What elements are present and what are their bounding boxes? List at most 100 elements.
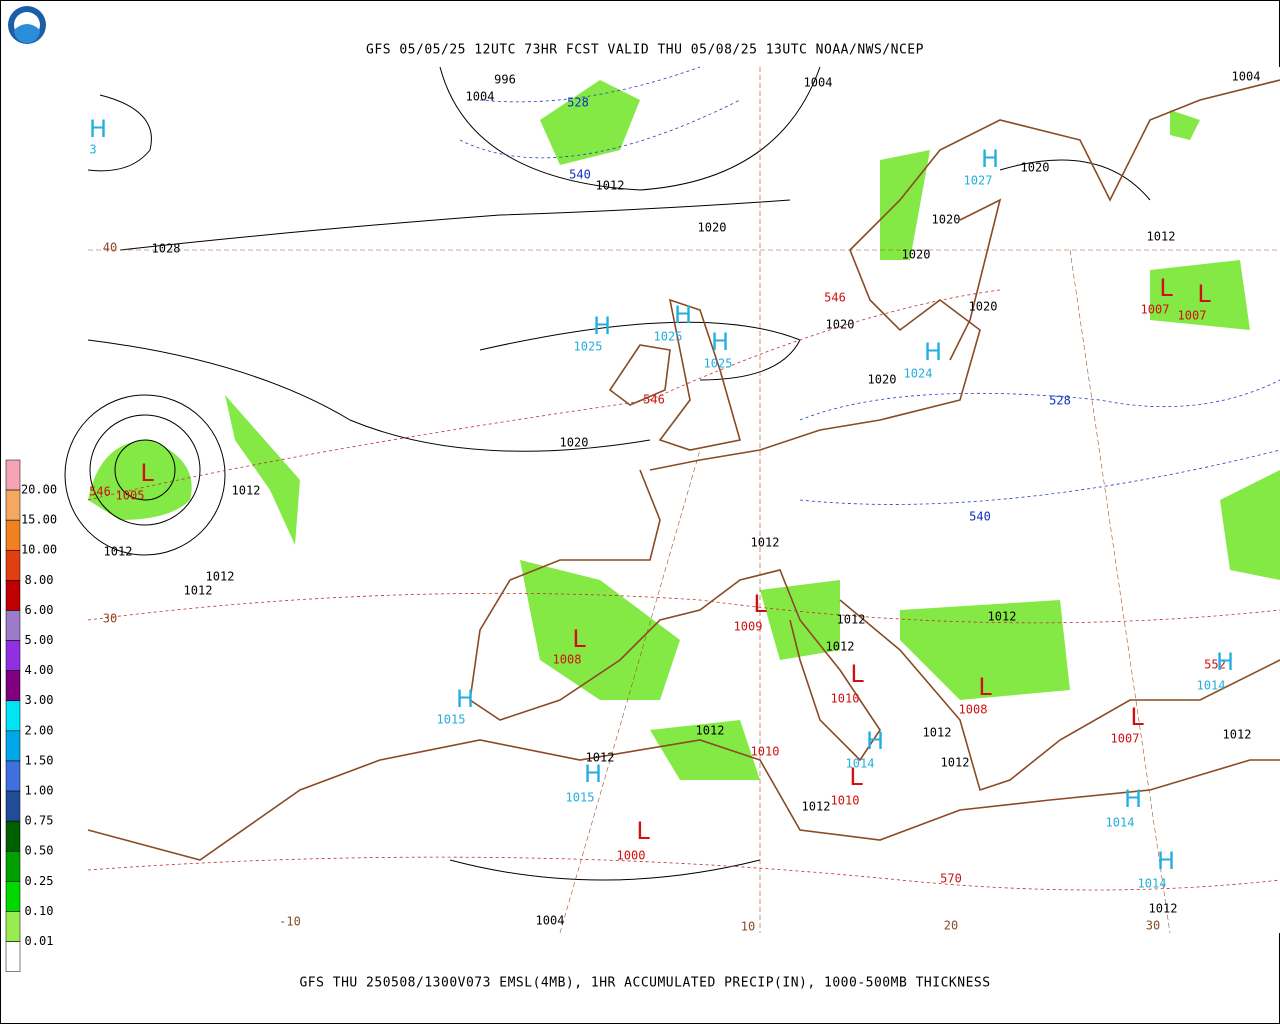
legend-swatch — [5, 550, 21, 581]
low-pressure: 1000 — [617, 849, 646, 863]
legend-swatch — [5, 820, 21, 852]
temperature-label: -10 — [279, 915, 301, 929]
legend-label: 5.00 — [25, 633, 54, 647]
isobar-label: 1004 — [1232, 70, 1261, 84]
isobar-label: 1004 — [804, 76, 833, 90]
low-pressure: 1007 — [1178, 309, 1207, 323]
legend-swatch — [5, 730, 21, 762]
legend-label: 3.00 — [25, 693, 54, 707]
low-pressure: 1009 — [734, 620, 763, 634]
low-pressure: 1007 — [1141, 303, 1170, 317]
low-pressure: 1005 — [116, 489, 145, 503]
legend-swatch — [5, 670, 21, 701]
low-pressure: 1010 — [831, 794, 860, 808]
isobar-label: 1012 — [988, 610, 1017, 624]
legend-swatch — [5, 911, 21, 942]
legend-swatch — [5, 881, 21, 912]
temperature-label: 10 — [741, 920, 755, 934]
legend-swatch — [5, 851, 21, 882]
low-pressure: 1008 — [959, 703, 988, 717]
high-pressure: 1024 — [904, 367, 933, 381]
isobar-label: 1020 — [1021, 161, 1050, 175]
thickness-labels-blue: 540 — [969, 510, 991, 524]
legend-swatch — [5, 580, 21, 611]
high-symbol: H — [1216, 648, 1234, 676]
grid-lines — [88, 67, 1280, 934]
legend-swatch — [5, 459, 21, 491]
high-symbol: H — [456, 685, 474, 713]
thickness-labels-red: 552 — [1204, 658, 1226, 672]
low-symbol: L — [636, 817, 650, 845]
isobars — [64, 66, 1151, 881]
high-pressure: 3 — [89, 143, 96, 157]
legend-label: 1.00 — [25, 784, 54, 798]
isobar-label: 1012 — [206, 570, 235, 584]
low-pressure: 1010 — [831, 692, 860, 706]
high-pressure: 1014 — [1138, 877, 1167, 891]
legend-swatch — [5, 790, 21, 822]
isobar-label: 1004 — [536, 914, 565, 928]
isobar-label: 1020 — [560, 436, 589, 450]
legend-swatch — [5, 489, 21, 521]
low-symbol: L — [850, 660, 864, 688]
high-symbol: H — [924, 338, 942, 366]
legend-label: 10.00 — [21, 543, 57, 557]
isobar-label: 1012 — [696, 724, 725, 738]
thickness-red — [87, 289, 1280, 891]
thickness-labels-red: 546 — [643, 393, 665, 407]
isobar-label: 1012 — [941, 756, 970, 770]
legend-swatch — [5, 700, 21, 732]
thickness-blue — [459, 66, 1280, 505]
thickness-labels-red: 570 — [940, 872, 962, 886]
noaa-logo — [8, 6, 46, 44]
legend-label: 15.00 — [21, 513, 57, 527]
temperature-label: 40 — [103, 241, 117, 255]
legend-label: 0.50 — [25, 844, 54, 858]
high-pressure: 1014 — [846, 757, 875, 771]
legend-label: 20.00 — [21, 483, 57, 497]
precip-areas — [88, 80, 1280, 780]
isobar-label: 1020 — [826, 318, 855, 332]
isobar-label: 1004 — [466, 90, 495, 104]
low-symbol: L — [849, 763, 863, 791]
isobar-label: 1012 — [751, 536, 780, 550]
legend-label: 2.00 — [25, 723, 54, 737]
map-area — [64, 66, 1280, 934]
high-pressure: 1025 — [574, 340, 603, 354]
isobar-label: 1012 — [184, 584, 213, 598]
legend-swatch — [5, 760, 21, 792]
isobar-label: 1012 — [1149, 902, 1178, 916]
low-pressure: 1008 — [553, 653, 582, 667]
footer-caption: GFS THU 250508/1300V073 EMSL(4MB), 1HR A… — [299, 976, 990, 991]
isobar-label: 996 — [494, 73, 516, 87]
isobar-label: 1020 — [698, 221, 727, 235]
thickness-labels-red: 546 — [89, 485, 111, 499]
isobar-label: 1012 — [837, 613, 866, 627]
legend-label: 0.01 — [25, 934, 54, 948]
isobar-label: 1012 — [802, 800, 831, 814]
isobar-label: 1012 — [923, 726, 952, 740]
isobar-label: 1012 — [586, 751, 615, 765]
extra-red-label: 1010 — [751, 745, 780, 759]
high-pressure: 1015 — [566, 791, 595, 805]
isobar-label: 1020 — [932, 213, 961, 227]
thickness-labels-blue: 540 — [569, 168, 591, 182]
low-symbol: L — [140, 459, 154, 487]
high-symbol: H — [866, 727, 884, 755]
high-symbol: H — [584, 760, 602, 788]
high-pressure: 1025 — [654, 330, 683, 344]
low-symbol: L — [753, 590, 767, 618]
low-symbol: L — [978, 673, 992, 701]
high-symbol: H — [674, 301, 692, 329]
header-title: GFS 05/05/25 12UTC 73HR FCST VALID THU 0… — [366, 43, 924, 58]
legend-swatch-empty — [5, 941, 21, 972]
isobar-label: 1012 — [1223, 728, 1252, 742]
low-symbol: L — [1130, 703, 1144, 731]
low-symbol: L — [572, 625, 586, 653]
thickness-labels-blue: 528 — [1049, 394, 1071, 408]
legend-label: 8.00 — [25, 573, 54, 587]
thickness-labels-blue: 528 — [567, 96, 589, 110]
legend-label: 6.00 — [25, 603, 54, 617]
temperature-label: 30 — [103, 612, 117, 626]
